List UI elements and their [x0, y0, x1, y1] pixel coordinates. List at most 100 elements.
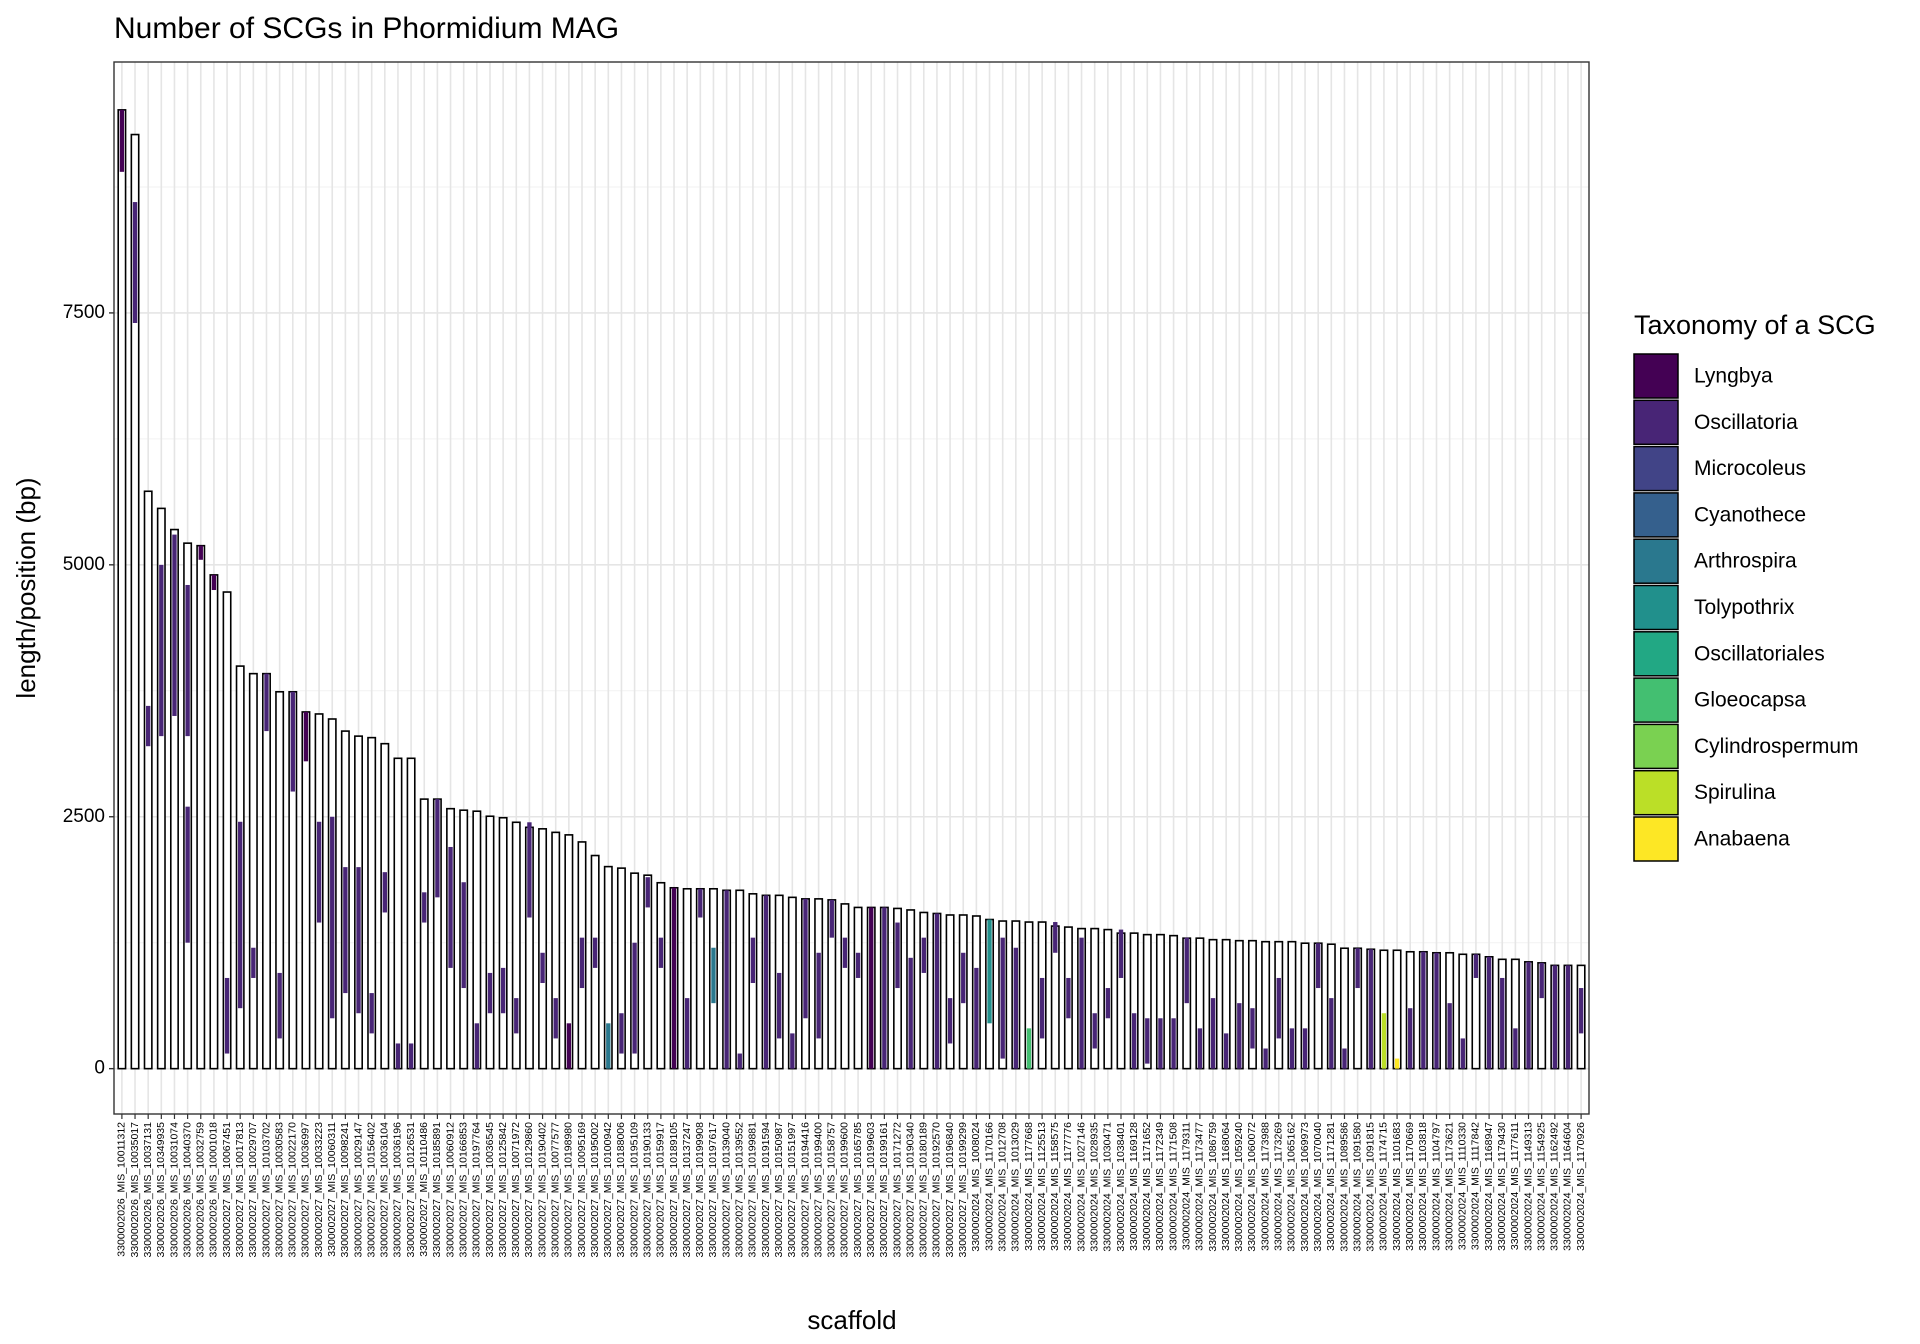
- x-tick-label: 3300002027_MIS_10029707: [247, 1122, 259, 1258]
- x-tick-label: 3300002024_MIS_1091815: [1365, 1122, 1377, 1252]
- scg-segment: [1500, 977, 1505, 1069]
- scg-segment: [763, 895, 769, 1069]
- x-tick-label: 3300002027_MIS_10139040: [720, 1122, 732, 1258]
- x-tick-label: 3300002024_MIS_1168064: [1220, 1122, 1232, 1251]
- scg-segment: [369, 993, 374, 1034]
- x-tick-label: 3300002024_MIS_1125513: [1036, 1122, 1048, 1251]
- scg-segment: [803, 898, 808, 1019]
- x-tick-label: 3300002024_MIS_1149313: [1522, 1122, 1534, 1251]
- scg-segment: [422, 892, 427, 923]
- x-tick-label: 3300002024_MIS_1012708: [996, 1122, 1008, 1252]
- scg-segment: [974, 967, 979, 1069]
- bar: [511, 821, 521, 1070]
- x-tick-label: 3300002024_MIS_1027146: [1075, 1122, 1087, 1252]
- x-tick-label: 3300002027_MIS_10150987: [773, 1122, 785, 1258]
- bar: [840, 903, 850, 1070]
- bar: [169, 528, 179, 1070]
- scg-segment: [724, 890, 729, 1069]
- legend-key: [1633, 399, 1679, 446]
- x-tick-label: 3300002027_MIS_10151997: [786, 1122, 798, 1258]
- x-tick-label: 3300002027_MIS_10185891: [431, 1122, 443, 1258]
- bar: [222, 591, 232, 1070]
- bar: [1090, 927, 1100, 1070]
- scg-segment: [1092, 1013, 1097, 1049]
- scg-segment: [816, 952, 821, 1039]
- x-tick-label: 3300002027_MIS_10036545: [484, 1122, 496, 1258]
- scg-segment: [777, 972, 782, 1039]
- legend-label: Tolypothrix: [1694, 596, 1795, 619]
- scg-segment: [1171, 1018, 1176, 1069]
- x-tick-label: 3300002027_MIS_10100942: [602, 1122, 614, 1258]
- bar: [551, 831, 561, 1070]
- scg-segment: [1302, 1028, 1308, 1069]
- legend-label: Oscillatoria: [1694, 411, 1798, 434]
- scg-segment: [1210, 998, 1216, 1069]
- bar: [143, 490, 153, 1070]
- x-tick-label: 3300002027_MIS_10188006: [615, 1122, 627, 1258]
- x-tick-label: 3300002027_MIS_10017813: [234, 1122, 246, 1258]
- scg-segment: [1394, 1058, 1400, 1069]
- legend-key: [1633, 445, 1679, 492]
- scg-segment: [172, 534, 177, 716]
- x-tick-label: 3300002027_MIS_10197764: [471, 1122, 483, 1258]
- bar: [538, 828, 548, 1070]
- x-tick-label: 3300002026_MIS_10031074: [168, 1122, 180, 1258]
- bar: [419, 798, 429, 1070]
- scg-segment: [711, 947, 716, 1004]
- bar: [183, 542, 193, 1070]
- scg-segment: [632, 942, 637, 1054]
- x-tick-label: 3300002027_MIS_10165785: [852, 1122, 864, 1258]
- x-tick-label: 3300002027_MIS_10195109: [628, 1122, 640, 1258]
- scg-segment: [1237, 1003, 1242, 1069]
- scg-segment: [895, 922, 900, 989]
- scg-segment: [987, 919, 992, 1024]
- x-tick-label: 3300002024_MIS_1162492: [1549, 1122, 1561, 1251]
- scg-segment: [224, 977, 230, 1054]
- x-tick-label: 3300002024_MIS_1171508: [1167, 1122, 1179, 1251]
- y-axis-title: length/position (bp): [11, 477, 41, 698]
- scg-segment: [1329, 998, 1334, 1069]
- x-tick-label: 3300002027_MIS_10171272: [891, 1122, 903, 1258]
- legend-label: Gloeocapsa: [1694, 689, 1806, 712]
- x-tick-label: 3300002024_MIS_1013029: [1010, 1122, 1022, 1252]
- legend-key: [1633, 353, 1679, 399]
- bar: [1142, 933, 1152, 1070]
- scg-segment: [606, 1023, 611, 1069]
- x-tick-label: 3300002027_MIS_10158757: [826, 1122, 838, 1258]
- scg-segment: [1026, 1028, 1032, 1069]
- legend-key: [1633, 816, 1679, 862]
- legend-label: Oscillatoriales: [1694, 642, 1825, 665]
- x-tick-label: 3300002027_MIS_10071972: [510, 1122, 522, 1258]
- x-tick-label: 3300002024_MIS_1177668: [1023, 1122, 1035, 1251]
- legend-label: Arthrospira: [1694, 550, 1797, 573]
- legend-key: [1633, 631, 1679, 677]
- scg-segment: [1421, 951, 1426, 1069]
- scg-segment: [132, 202, 138, 323]
- x-tick-label: 3300002024_MIS_1179430: [1496, 1122, 1508, 1251]
- x-tick-label: 3300002024_MIS_1177776: [1062, 1122, 1074, 1251]
- x-tick-label: 3300002027_MIS_10159917: [655, 1122, 667, 1258]
- x-tick-label: 3300002027_MIS_10095169: [576, 1122, 588, 1258]
- scg-segment: [408, 1043, 414, 1069]
- scg-segment: [461, 882, 466, 989]
- scg-segment: [145, 705, 151, 747]
- scg-segment: [1158, 1018, 1163, 1069]
- scg-segment: [1460, 1038, 1465, 1069]
- x-tick-label: 3300002024_MIS_1170166: [983, 1122, 995, 1251]
- bar: [196, 544, 206, 1070]
- legend-label: Lyngbya: [1694, 365, 1773, 388]
- legend-label: Cyanothece: [1694, 503, 1806, 526]
- scg-segment: [908, 957, 913, 1069]
- x-tick-label: 3300002024_MIS_1103818: [1417, 1122, 1429, 1251]
- x-tick-label: 3300002027_MIS_10060912: [444, 1122, 456, 1258]
- x-tick-label: 3300002024_MIS_1170669: [1404, 1122, 1416, 1251]
- x-tick-label: 3300002027_MIS_10190133: [642, 1122, 654, 1258]
- scg-segment: [1513, 1028, 1518, 1069]
- x-tick-label: 3300002024_MIS_1089586: [1338, 1122, 1350, 1252]
- scg-segment: [343, 867, 348, 994]
- scg-segment: [869, 907, 874, 1069]
- scg-segment: [198, 545, 203, 560]
- bar: [301, 711, 311, 1070]
- scg-segment: [1013, 947, 1019, 1069]
